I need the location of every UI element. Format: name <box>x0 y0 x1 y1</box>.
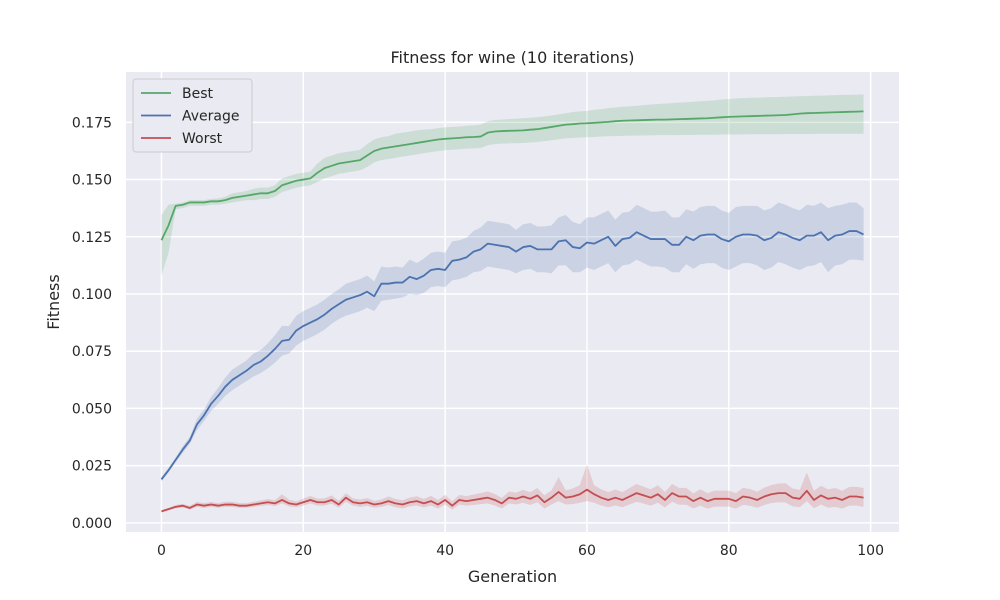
legend-label-best: Best <box>182 86 214 102</box>
x-tick-labels: 0 20 40 60 80 100 <box>157 543 884 559</box>
y-tick-label: 0.000 <box>72 516 112 532</box>
x-tick-label: 0 <box>157 543 166 559</box>
x-tick-label: 100 <box>857 543 884 559</box>
y-tick-label: 0.025 <box>72 459 112 475</box>
series-lines <box>160 110 864 513</box>
x-tick-label: 40 <box>436 543 454 559</box>
y-tick-label: 0.075 <box>72 344 112 360</box>
x-tick-label: 80 <box>720 543 738 559</box>
y-tick-label: 0.100 <box>72 287 112 303</box>
line-worst <box>161 488 864 513</box>
y-tick-label: 0.050 <box>72 401 112 417</box>
y-tick-labels: 0.000 0.025 0.050 0.075 0.100 0.125 0.150 0.175 <box>72 115 112 531</box>
legend-label-average: Average <box>182 109 240 125</box>
y-tick-label: 0.150 <box>72 173 112 189</box>
band-average <box>161 202 864 482</box>
line-average <box>160 230 864 480</box>
y-tick-label: 0.125 <box>72 230 112 246</box>
grid <box>126 72 899 532</box>
band-worst <box>161 464 864 513</box>
plot-background <box>126 72 899 532</box>
chart-title: Fitness for wine (10 iterations) <box>390 48 634 67</box>
x-axis-label: Generation <box>468 567 557 586</box>
x-tick-label: 20 <box>294 543 312 559</box>
y-axis-label: Fitness <box>44 274 63 329</box>
legend: Best Average Worst <box>132 78 253 153</box>
legend-box <box>132 78 253 153</box>
line-best <box>160 110 864 241</box>
x-tick-label: 60 <box>578 543 596 559</box>
y-tick-label: 0.175 <box>72 115 112 131</box>
legend-label-worst: Worst <box>182 131 223 147</box>
